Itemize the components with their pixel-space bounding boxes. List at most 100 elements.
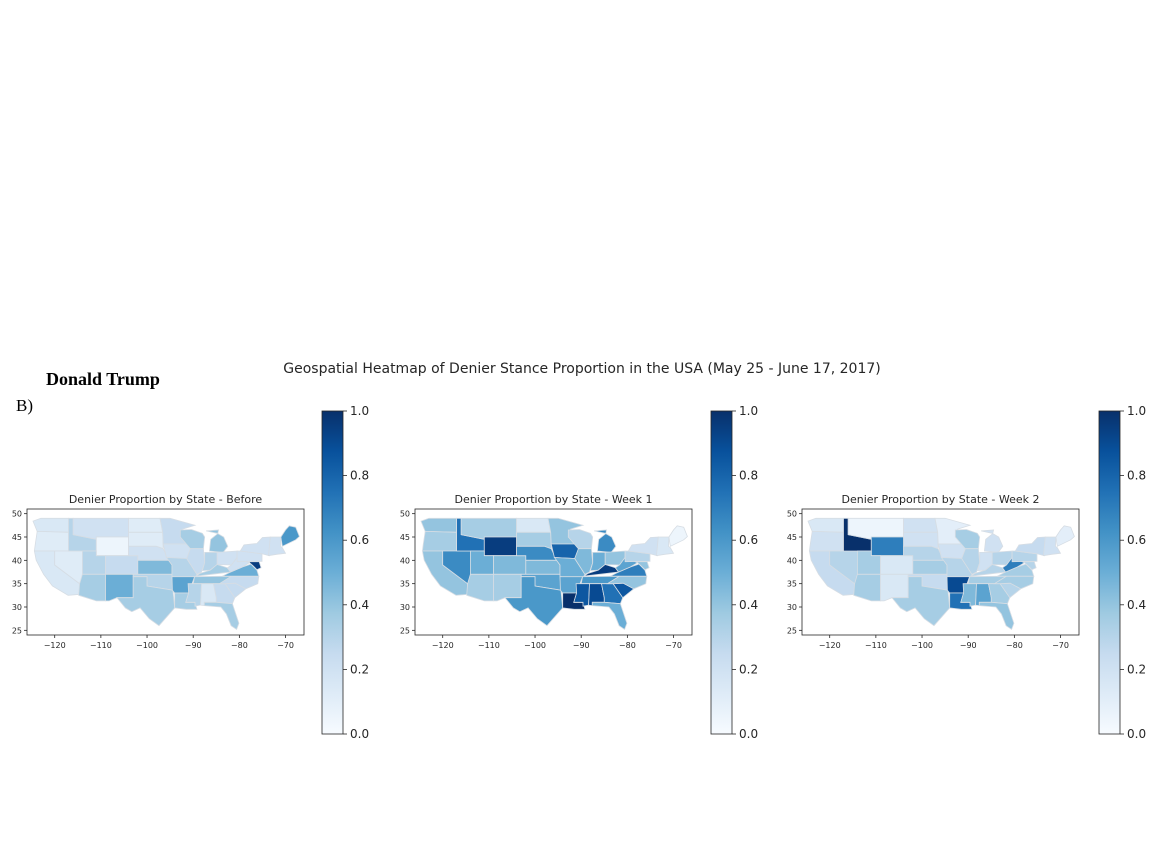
x-tick-label: −100 [524, 641, 546, 650]
state-me [668, 525, 688, 547]
y-tick-label: 25 [12, 626, 22, 635]
colorbar-tick-label: 1.0 [739, 404, 758, 418]
state-or [808, 530, 844, 552]
state-ny [1014, 536, 1046, 557]
x-tick-label: −120 [819, 641, 841, 650]
x-tick-label: −110 [478, 641, 500, 650]
x-tick-label: −80 [619, 641, 636, 650]
state-pa [236, 550, 263, 563]
panel-title: Denier Proportion by State - Before [69, 493, 263, 506]
state-ks [525, 559, 561, 575]
x-tick-label: −70 [277, 641, 294, 650]
state-ks [912, 559, 948, 575]
state-ks [137, 559, 173, 575]
state-az [78, 573, 106, 602]
colorbar-tick-label: 0.4 [350, 598, 369, 612]
x-tick-label: −80 [1006, 641, 1023, 650]
y-tick-label: 40 [12, 556, 22, 565]
x-tick-label: −90 [573, 641, 590, 650]
colorbar-tick-label: 1.0 [1127, 404, 1146, 418]
state-co [880, 555, 914, 575]
colorbar-tick-label: 0.8 [350, 469, 369, 483]
state-mt [460, 517, 517, 540]
state-ms [960, 583, 977, 607]
state-wi [567, 529, 594, 550]
y-tick-label: 35 [400, 580, 410, 589]
state-fl [203, 601, 240, 631]
state-me [280, 525, 300, 547]
colorbar-tick-label: 0.2 [739, 662, 758, 676]
panel-title: Denier Proportion by State - Week 2 [841, 493, 1039, 506]
x-tick-label: −110 [90, 641, 112, 650]
state-ny [627, 536, 659, 557]
colorbar-tick-label: 0.6 [739, 533, 758, 547]
x-tick-label: −120 [44, 641, 66, 650]
y-tick-label: 30 [787, 603, 797, 612]
state-ny [239, 536, 271, 557]
state-az [853, 573, 881, 602]
y-tick-label: 25 [787, 626, 797, 635]
x-tick-label: −100 [911, 641, 933, 650]
state-mi [594, 529, 617, 553]
state-co [493, 555, 527, 575]
colorbar-tick-label: 0.0 [350, 727, 369, 741]
state-nd [903, 517, 939, 533]
x-tick-label: −70 [665, 641, 682, 650]
state-wa [420, 517, 458, 533]
state-wi [954, 529, 981, 550]
state-il [961, 548, 981, 575]
y-tick-label: 50 [12, 510, 22, 519]
y-tick-label: 30 [12, 603, 22, 612]
colorbar-tick-label: 0.8 [1127, 469, 1146, 483]
panel-title: Denier Proportion by State - Week 1 [454, 493, 652, 506]
state-me [1055, 525, 1075, 547]
colorbar [710, 410, 733, 735]
map-panel-3: Denier Proportion by State - Week 2 −120 −… [787, 404, 1146, 741]
colorbar-tick-label: 0.0 [739, 727, 758, 741]
state-wy [870, 536, 904, 557]
y-tick-label: 50 [400, 510, 410, 519]
state-mt [847, 517, 904, 540]
state-wy [483, 536, 517, 557]
colorbar [321, 410, 344, 735]
state-mt [72, 517, 130, 540]
x-tick-label: −100 [136, 641, 158, 650]
state-az [466, 573, 494, 602]
state-nd [516, 517, 552, 533]
state-wa [807, 517, 844, 533]
state-mi [206, 529, 229, 553]
state-wi [179, 529, 206, 550]
state-mi [981, 529, 1004, 553]
y-tick-label: 45 [12, 533, 22, 542]
colorbar [1098, 410, 1121, 735]
state-pa [624, 550, 651, 563]
y-tick-label: 30 [400, 603, 410, 612]
colorbar-tick-label: 0.6 [350, 533, 369, 547]
person-name-label: Donald Trump [46, 369, 160, 389]
axes-frame [414, 508, 693, 636]
y-tick-label: 45 [400, 533, 410, 542]
colorbar-tick-label: 0.6 [1127, 533, 1146, 547]
colorbar-tick-label: 0.0 [1127, 727, 1146, 741]
state-nm [105, 573, 134, 602]
y-tick-label: 45 [787, 533, 797, 542]
state-wy [95, 536, 130, 557]
state-nd [128, 517, 164, 533]
state-nm [880, 573, 909, 602]
map-panel-1: Denier Proportion by State - Before −120 −… [12, 404, 369, 741]
colorbar-tick-label: 0.2 [1127, 662, 1146, 676]
state-wa [32, 517, 69, 533]
axes-frame [26, 508, 305, 636]
colorbar-tick-label: 1.0 [350, 404, 369, 418]
state-md [249, 561, 262, 571]
state-md [637, 561, 650, 571]
state-co [105, 555, 139, 575]
state-nm [493, 573, 522, 602]
state-or [33, 530, 69, 552]
state-il [186, 548, 206, 575]
state-fl [591, 601, 628, 631]
state-ms [185, 583, 202, 607]
state-md [1024, 561, 1037, 571]
state-pa [1011, 550, 1038, 563]
